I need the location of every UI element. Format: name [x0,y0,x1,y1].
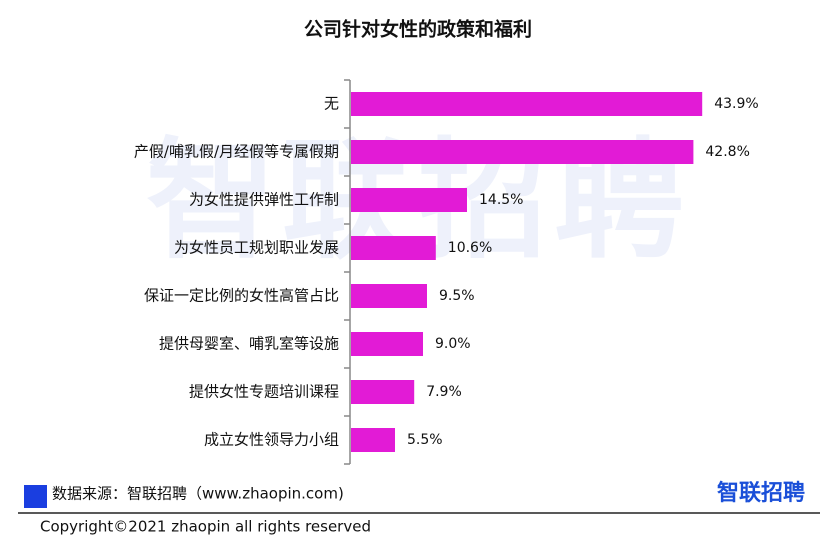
source-icon [24,485,47,508]
category-label: 提供女性专题培训课程 [189,383,339,401]
copyright: Copyright©2021 zhaopin all rights reserv… [40,518,371,536]
value-label: 7.9% [426,384,462,400]
value-label: 10.6% [448,240,492,256]
chart-title: 公司针对女性的政策和福利 [304,18,532,41]
category-label: 保证一定比例的女性高管占比 [144,287,339,305]
value-label: 9.5% [439,288,475,304]
bar [351,284,427,308]
bar [351,92,703,116]
value-label: 9.0% [435,336,471,352]
value-label: 5.5% [407,432,443,448]
category-label: 无 [324,95,339,113]
category-label: 成立女性领导力小组 [204,431,339,449]
category-label: 为女性提供弹性工作制 [189,191,339,209]
bar [351,140,694,164]
bar [351,332,423,356]
value-label: 43.9% [714,96,758,112]
bar [351,380,415,404]
bar [351,188,467,212]
logo: 智联招聘 [717,480,805,506]
category-label: 产假/哺乳假/月经假等专属假期 [134,143,339,161]
source: 数据来源：智联招聘（www.zhaopin.com) [52,485,344,503]
value-label: 42.8% [705,144,749,160]
value-label: 14.5% [479,192,523,208]
category-label: 为女性员工规划职业发展 [174,239,339,257]
bar [351,428,395,452]
category-label: 提供母婴室、哺乳室等设施 [159,335,339,353]
bar [351,236,436,260]
